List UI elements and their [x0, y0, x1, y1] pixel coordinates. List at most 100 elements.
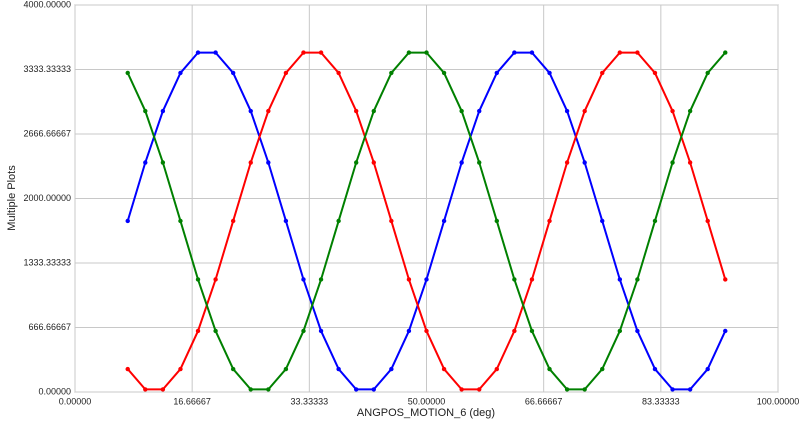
point-marker — [635, 277, 640, 282]
y-axis-title: Multiple Plots — [6, 165, 18, 231]
point-marker — [564, 108, 570, 114]
point-marker — [705, 70, 710, 76]
point-marker — [723, 277, 728, 282]
point-marker — [406, 50, 412, 55]
point-marker — [494, 366, 499, 372]
point-marker — [160, 387, 166, 392]
y-tick-label: 1333.33333 — [23, 257, 71, 267]
point-marker — [424, 50, 429, 55]
point-marker — [424, 328, 429, 334]
point-marker — [143, 387, 148, 392]
point-marker — [494, 218, 499, 224]
point-marker — [230, 218, 236, 224]
point-marker — [670, 108, 675, 114]
x-tick-label: 0.00000 — [59, 396, 92, 406]
point-marker — [371, 387, 376, 392]
point-marker — [582, 108, 587, 114]
point-marker — [336, 218, 341, 224]
point-marker — [687, 160, 693, 165]
point-marker — [529, 328, 535, 334]
point-marker — [178, 70, 183, 76]
point-marker — [564, 160, 570, 165]
point-marker — [723, 50, 728, 55]
point-marker — [406, 328, 412, 334]
point-marker — [318, 277, 324, 282]
point-marker — [318, 328, 324, 334]
point-marker — [195, 328, 201, 334]
x-tick-label: 16.66667 — [173, 396, 211, 406]
y-tick-label: 4000.00000 — [23, 0, 71, 9]
y-tick-label: 2666.66667 — [23, 128, 71, 138]
point-marker — [635, 50, 640, 55]
point-marker — [529, 50, 535, 55]
point-marker — [230, 70, 236, 76]
x-tick-label: 100.00000 — [757, 396, 800, 406]
point-marker — [371, 108, 376, 114]
point-marker — [547, 70, 552, 76]
point-marker — [160, 160, 166, 165]
point-marker — [354, 160, 359, 165]
point-marker — [617, 328, 623, 334]
point-marker — [547, 218, 552, 224]
point-marker — [318, 50, 324, 55]
point-marker — [670, 160, 675, 165]
point-marker — [213, 277, 218, 282]
point-marker — [389, 366, 394, 372]
point-marker — [143, 160, 148, 165]
point-marker — [354, 108, 359, 114]
point-marker — [441, 218, 447, 224]
point-marker — [389, 70, 394, 76]
point-marker — [529, 277, 535, 282]
x-tick-label: 50.00000 — [408, 396, 446, 406]
point-marker — [512, 277, 517, 282]
point-marker — [160, 108, 166, 114]
point-marker — [459, 160, 464, 165]
point-marker — [213, 328, 218, 334]
point-marker — [336, 70, 341, 76]
point-marker — [600, 70, 605, 76]
point-marker — [600, 366, 605, 372]
point-marker — [424, 277, 429, 282]
point-marker — [125, 218, 130, 224]
point-marker — [441, 70, 447, 76]
point-marker — [652, 218, 658, 224]
y-tick-label: 666.66667 — [28, 322, 71, 332]
point-marker — [687, 108, 693, 114]
point-marker — [230, 366, 236, 372]
x-tick-label: 83.33333 — [642, 396, 680, 406]
point-marker — [143, 108, 148, 114]
point-marker — [406, 277, 412, 282]
y-tick-label: 3333.33333 — [23, 64, 71, 74]
point-marker — [705, 218, 710, 224]
point-marker — [213, 50, 218, 55]
point-marker — [564, 387, 570, 392]
point-marker — [266, 108, 271, 114]
point-marker — [248, 108, 253, 114]
point-marker — [617, 50, 623, 55]
point-marker — [494, 70, 499, 76]
point-marker — [371, 160, 376, 165]
point-marker — [266, 160, 271, 165]
point-marker — [195, 277, 201, 282]
point-marker — [459, 387, 464, 392]
y-tick-label: 0.00000 — [38, 386, 71, 396]
point-marker — [125, 70, 130, 76]
x-axis-title: ANGPOS_MOTION_6 (deg) — [357, 407, 495, 419]
point-marker — [125, 366, 130, 372]
point-marker — [582, 387, 587, 392]
point-marker — [477, 108, 482, 114]
point-marker — [723, 328, 728, 334]
point-marker — [354, 387, 359, 392]
point-marker — [687, 387, 693, 392]
point-marker — [477, 387, 482, 392]
point-marker — [248, 160, 253, 165]
point-marker — [301, 277, 306, 282]
point-marker — [600, 218, 605, 224]
point-marker — [582, 160, 587, 165]
point-marker — [670, 387, 675, 392]
point-marker — [178, 366, 183, 372]
point-marker — [283, 366, 289, 372]
point-marker — [389, 218, 394, 224]
point-marker — [547, 366, 552, 372]
point-marker — [512, 328, 517, 334]
